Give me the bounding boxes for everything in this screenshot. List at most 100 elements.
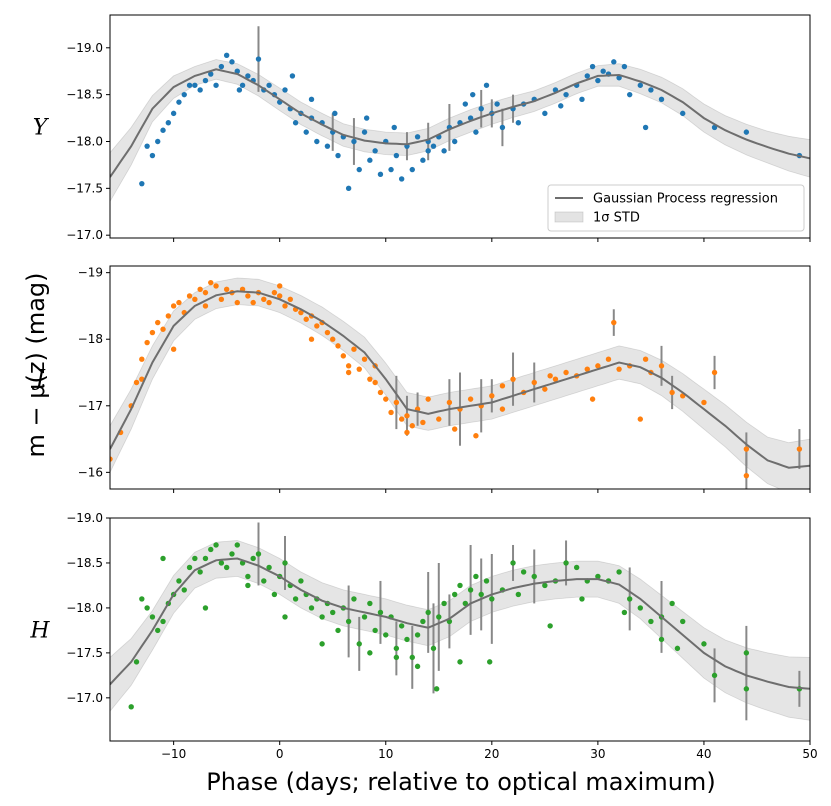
data-point	[276, 293, 283, 299]
data-point	[351, 596, 357, 602]
y-tick-label: −17.5	[66, 646, 103, 660]
y-tick-label: −17.0	[66, 228, 103, 242]
data-point	[616, 569, 622, 575]
data-point	[319, 614, 325, 620]
x-tick-label: 40	[696, 747, 711, 761]
data-point	[701, 399, 707, 406]
data-point	[335, 152, 341, 159]
gp-mean-line	[110, 557, 810, 690]
plot-area-j	[110, 277, 810, 489]
data-point	[451, 591, 458, 598]
data-point	[139, 596, 145, 602]
data-point	[584, 73, 590, 79]
data-point	[404, 413, 410, 419]
data-point	[255, 551, 262, 557]
data-point	[202, 303, 209, 309]
gp-mean-line	[110, 68, 810, 178]
data-point	[128, 704, 134, 710]
data-point	[420, 419, 426, 426]
data-point	[552, 376, 559, 382]
data-point	[266, 82, 272, 88]
data-point	[208, 71, 214, 77]
data-point	[478, 105, 484, 112]
data-point	[356, 166, 362, 173]
data-point	[398, 623, 405, 629]
y-tick-label: −17.0	[66, 691, 103, 705]
data-point	[446, 399, 453, 406]
legend-label-std: 1σ STD	[593, 211, 640, 226]
data-point	[314, 138, 320, 145]
x-tick-label: 10	[378, 747, 393, 761]
data-point	[595, 363, 601, 369]
data-point	[409, 423, 415, 429]
x-axis-title: Phase (days; relative to optical maximum…	[206, 768, 715, 796]
data-point	[218, 296, 225, 302]
data-point	[255, 56, 262, 62]
data-point	[611, 59, 617, 65]
data-point	[356, 366, 362, 372]
data-point	[605, 356, 612, 362]
y-tick-label: −18.0	[66, 134, 103, 148]
data-point	[494, 101, 500, 107]
data-point	[420, 157, 426, 163]
data-point	[202, 605, 209, 611]
data-point	[393, 645, 400, 652]
data-point	[351, 138, 357, 145]
data-point	[393, 399, 400, 406]
data-point	[383, 632, 389, 638]
data-point	[197, 569, 203, 575]
data-point	[208, 279, 214, 286]
data-point	[520, 569, 527, 575]
data-point	[149, 329, 156, 336]
data-point	[515, 591, 522, 598]
data-point	[414, 134, 421, 140]
data-point	[149, 614, 156, 620]
data-point	[271, 591, 278, 598]
data-point	[192, 296, 198, 302]
data-point	[743, 686, 750, 692]
data-point	[743, 650, 750, 656]
data-point	[680, 618, 686, 625]
data-point	[377, 171, 384, 177]
data-point	[351, 346, 357, 352]
data-point	[139, 356, 145, 362]
data-point	[595, 573, 601, 580]
data-point	[648, 87, 654, 93]
data-point	[388, 409, 394, 416]
data-point	[462, 101, 469, 107]
data-point	[176, 299, 182, 306]
data-point	[303, 316, 309, 322]
data-point	[144, 143, 150, 149]
data-point	[457, 582, 463, 589]
data-point	[589, 396, 596, 402]
data-point	[743, 446, 750, 452]
y-tick-label: −18.0	[66, 601, 103, 615]
data-point	[213, 82, 219, 88]
data-point	[483, 82, 490, 88]
data-point	[181, 91, 187, 98]
data-point	[144, 339, 150, 346]
data-point	[245, 293, 251, 299]
data-point	[558, 103, 564, 109]
data-point	[648, 618, 654, 625]
data-point	[499, 383, 506, 389]
data-point	[425, 609, 431, 616]
data-point	[335, 343, 341, 349]
y-tick-label: −19	[78, 266, 103, 280]
panel-h: −19.0 −18.5 −18.0 −17.5 −17.0 −10 0 10 20 30 40 50 H	[29, 511, 817, 761]
data-point	[680, 110, 686, 117]
data-point	[711, 369, 718, 376]
data-point	[266, 564, 272, 571]
data-point	[282, 560, 288, 566]
data-point	[202, 555, 209, 562]
data-point	[208, 546, 214, 553]
y-tick-label: −18.5	[66, 88, 103, 102]
data-point	[616, 366, 622, 372]
data-point	[486, 659, 493, 665]
data-point	[213, 283, 219, 289]
data-point	[595, 77, 601, 84]
data-point	[674, 645, 681, 652]
data-point	[367, 650, 373, 656]
data-point	[489, 393, 495, 399]
data-point	[611, 319, 617, 326]
